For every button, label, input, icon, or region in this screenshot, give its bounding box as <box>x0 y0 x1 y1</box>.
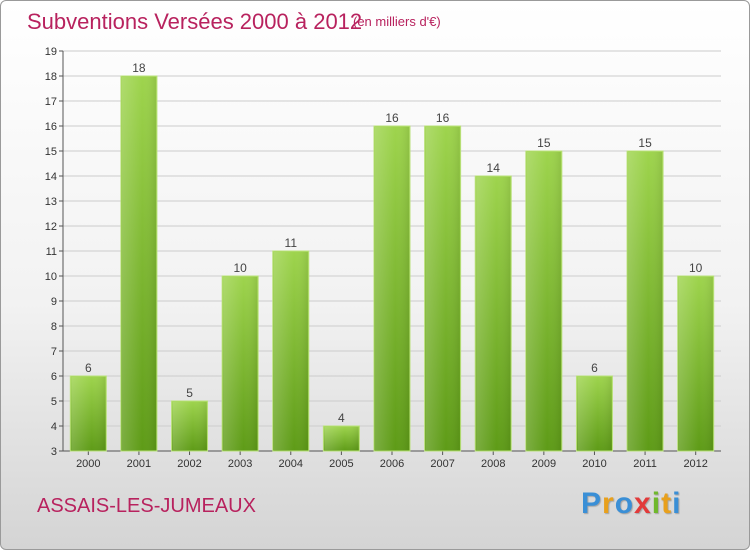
data-label: 6 <box>591 361 598 375</box>
logo-letter: P <box>581 487 603 520</box>
data-label: 4 <box>338 411 345 425</box>
data-label: 15 <box>638 136 652 150</box>
bar-shade <box>71 377 106 450</box>
bars <box>69 75 715 452</box>
y-tick-label: 12 <box>45 221 57 233</box>
logo-letter: x <box>634 487 652 520</box>
data-label: 15 <box>537 136 551 150</box>
logo-letter: r <box>602 487 615 520</box>
y-tick-label: 14 <box>45 171 57 183</box>
x-tick-label: 2002 <box>177 458 201 470</box>
y-tick-label: 18 <box>45 71 57 83</box>
y-tick-label: 10 <box>45 271 57 283</box>
data-label: 11 <box>285 236 298 250</box>
data-label: 16 <box>436 111 450 125</box>
y-tick-label: 8 <box>51 321 57 333</box>
x-tick-label: 2006 <box>380 458 404 470</box>
bar-shade <box>476 177 511 450</box>
x-tick-label: 2010 <box>582 458 606 470</box>
x-tick-label: 2000 <box>76 458 100 470</box>
y-tick-label: 11 <box>46 246 57 258</box>
y-tick-label: 13 <box>45 196 57 208</box>
bar-shade <box>172 402 207 450</box>
y-tick-label: 9 <box>51 296 57 308</box>
x-tick-label: 2004 <box>279 458 303 470</box>
x-tick-label: 2001 <box>127 458 151 470</box>
y-tick-label: 3 <box>51 446 57 458</box>
data-label: 14 <box>487 161 501 175</box>
bar-shade <box>324 427 359 450</box>
bar-shade <box>678 277 713 450</box>
bar-shade <box>273 252 308 450</box>
x-tick-label: 2008 <box>481 458 505 470</box>
y-tick-label: 7 <box>51 346 57 358</box>
x-tick-label: 2003 <box>228 458 252 470</box>
logo-letter: o <box>614 487 635 520</box>
data-label: 6 <box>85 361 92 375</box>
x-tick-label: 2012 <box>683 458 707 470</box>
y-tick-labels: 3 4 5 6 7 8 9 10 11 12 13 14 15 16 17 18 19 <box>45 46 57 458</box>
logo-letter: t <box>661 487 673 520</box>
bar-shade <box>121 77 156 450</box>
chart-title: Subventions Versées 2000 à 2012 <box>27 9 363 34</box>
bar-shade <box>526 152 561 450</box>
chart-unit: (en milliers d'€) <box>353 14 441 29</box>
y-tick-label: 6 <box>51 371 57 383</box>
logo-letter: i <box>672 487 682 520</box>
commune-name: ASSAIS-LES-JUMEAUX <box>37 495 256 517</box>
bar-shade <box>375 127 409 450</box>
x-tick-label: 2005 <box>329 458 353 470</box>
x-tick-label: 2011 <box>633 458 657 470</box>
data-labels: 6 18 5 10 11 4 16 16 14 15 6 15 10 <box>85 61 703 425</box>
bar-shade <box>425 127 460 450</box>
data-label: 16 <box>385 111 399 125</box>
y-tick-label: 5 <box>51 396 57 408</box>
data-label: 18 <box>132 61 146 75</box>
bar-shade <box>223 277 258 450</box>
bar-shade <box>628 152 663 450</box>
bar-chart: 6 18 5 10 11 4 16 16 14 15 6 15 10 3 4 5 6 7 8 9 10 11 12 13 14… <box>45 46 721 470</box>
x-tick-label: 2007 <box>430 458 454 470</box>
data-label: 10 <box>233 261 247 275</box>
x-tick-label: 2009 <box>532 458 556 470</box>
data-label: 5 <box>186 386 193 400</box>
y-tick-label: 19 <box>45 46 57 58</box>
data-label: 10 <box>689 261 703 275</box>
logo-letter: i <box>651 487 662 520</box>
y-tick-label: 4 <box>51 421 57 433</box>
bar-shade <box>577 377 612 450</box>
y-tick-label: 17 <box>45 96 57 108</box>
y-tick-label: 15 <box>45 146 57 158</box>
y-tick-label: 16 <box>45 121 57 133</box>
proxiti-logo: Proxiti <box>581 487 681 521</box>
x-tick-labels: 2000 2001 2002 2003 2004 2005 2006 2007 2008 2009… <box>76 458 708 470</box>
